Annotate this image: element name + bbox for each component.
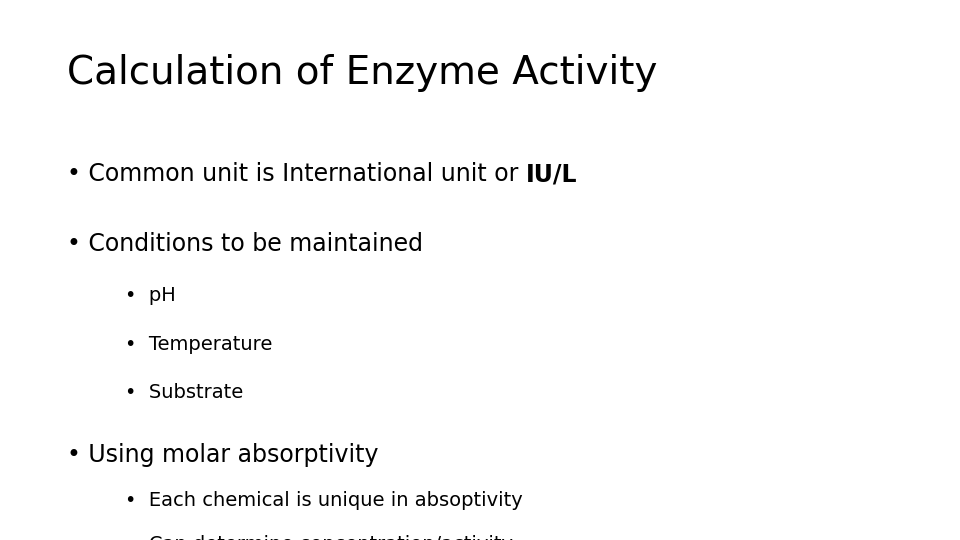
Text: •  Can determine concentration/activity: • Can determine concentration/activity [125,535,513,540]
Text: Calculation of Enzyme Activity: Calculation of Enzyme Activity [67,54,658,92]
Text: • Using molar absorptivity: • Using molar absorptivity [67,443,378,467]
Text: •  Substrate: • Substrate [125,383,243,402]
Text: • Conditions to be maintained: • Conditions to be maintained [67,232,423,256]
Text: • Common unit is International unit or: • Common unit is International unit or [67,162,526,186]
Text: •  pH: • pH [125,286,176,305]
Text: •  Each chemical is unique in absoptivity: • Each chemical is unique in absoptivity [125,491,522,510]
Text: IU/L: IU/L [526,162,578,186]
Text: •  Temperature: • Temperature [125,335,273,354]
